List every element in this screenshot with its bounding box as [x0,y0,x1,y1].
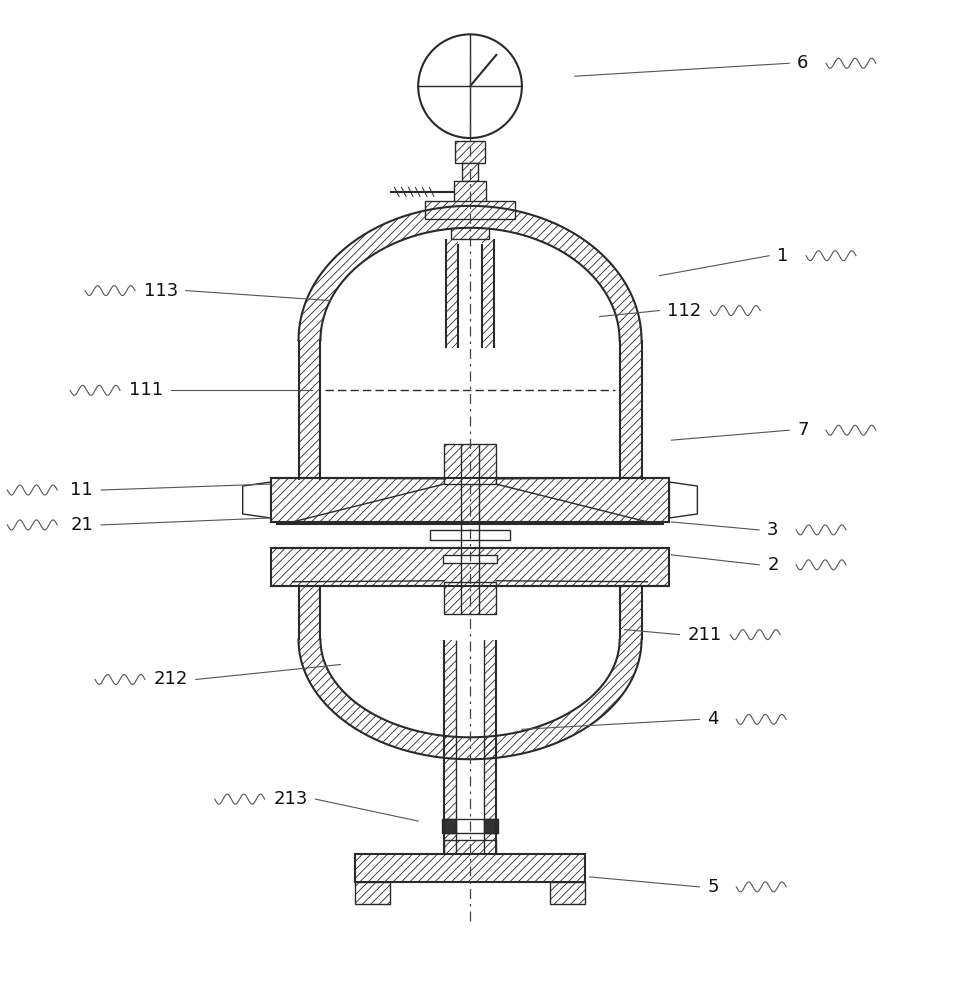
Polygon shape [242,482,270,518]
Bar [619,585,641,640]
Bar [457,203,483,219]
Polygon shape [298,640,641,759]
Bar [455,141,485,163]
Text: 211: 211 [688,626,722,644]
Text: 213: 213 [273,790,307,808]
Bar [444,840,496,854]
Text: 111: 111 [128,381,163,399]
Text: 11: 11 [71,481,93,499]
Bar [550,882,584,904]
Polygon shape [669,482,697,518]
Bar [430,530,510,540]
Bar [444,582,496,614]
Bar [444,640,456,854]
Bar [446,239,458,348]
Bar [298,340,321,480]
Polygon shape [298,206,641,340]
Text: 3: 3 [767,521,779,539]
Bar [484,640,496,854]
Bar [355,882,390,904]
Bar [442,555,497,563]
Text: 7: 7 [797,421,809,439]
Text: 21: 21 [71,516,93,534]
Text: 212: 212 [154,670,187,688]
Bar [270,478,669,522]
Bar [442,819,456,833]
Text: 5: 5 [707,878,719,896]
Bar [298,585,321,640]
Bar [355,854,584,882]
Text: 113: 113 [144,282,178,300]
Bar [619,340,641,480]
Text: 4: 4 [707,710,719,728]
Bar [425,201,515,219]
Text: 112: 112 [668,302,701,320]
Text: 1: 1 [778,247,788,265]
Bar [454,181,486,203]
Bar [451,219,489,239]
Bar [482,239,494,348]
Bar [462,163,478,181]
Bar [444,444,496,484]
Text: 6: 6 [797,54,809,72]
Text: 2: 2 [767,556,779,574]
Bar [270,548,669,586]
Bar [484,819,497,833]
